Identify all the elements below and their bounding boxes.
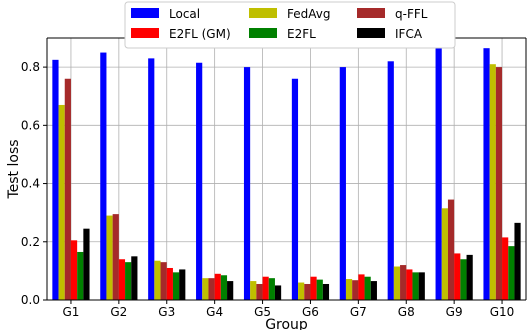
- legend: Local FedAvg q-FFL E2FL (GM) E2FL IFCA: [124, 1, 456, 49]
- bar-local-g6: [291, 78, 299, 300]
- legend-swatch-e2fl-gm-: [131, 28, 159, 38]
- bar-e2fl-g2: [125, 262, 132, 300]
- y-tick-label: 0.0: [21, 293, 40, 307]
- bar-e2fl-gm--g8: [406, 269, 413, 300]
- bar-e2fl-gm--g4: [214, 273, 221, 300]
- y-tick-label: 0.2: [21, 235, 40, 249]
- bar-e2fl-g8: [412, 272, 419, 300]
- bar-ifca-g9: [466, 254, 473, 300]
- bar-fedavg-g10: [489, 64, 496, 300]
- legend-label-local: Local: [169, 7, 200, 21]
- x-tick-label-g3: G3: [158, 305, 175, 319]
- bar-fedavg-g2: [106, 215, 113, 300]
- bar-q-ffl-g9: [447, 199, 455, 300]
- bar-fedavg-g7: [345, 279, 353, 300]
- bar-q-ffl-g4: [208, 278, 215, 300]
- legend-swatch-e2fl: [249, 28, 277, 38]
- bar-e2fl-g1: [77, 251, 84, 300]
- bar-ifca-g2: [131, 256, 138, 300]
- bar-ifca-g10: [514, 222, 521, 300]
- x-tick-label-g10: G10: [490, 305, 515, 319]
- bar-ifca-g7: [370, 281, 377, 300]
- bar-q-ffl-g8: [400, 265, 407, 300]
- bar-e2fl-g7: [364, 276, 371, 300]
- x-tick-label-g7: G7: [350, 305, 367, 319]
- y-axis-title: Test loss: [6, 139, 22, 199]
- bar-ifca-g1: [83, 228, 90, 300]
- bar-q-ffl-g1: [64, 78, 71, 300]
- bar-e2fl-g9: [460, 259, 467, 300]
- bar-e2fl-g3: [172, 272, 180, 300]
- bar-q-ffl-g2: [112, 214, 119, 300]
- legend-swatch-ifca: [357, 28, 385, 38]
- bar-e2fl-gm--g2: [118, 259, 126, 300]
- bar-local-g4: [196, 62, 203, 300]
- bar-q-ffl-g5: [256, 283, 263, 300]
- legend-label-fedavg: FedAvg: [287, 7, 330, 21]
- bar-local-g5: [243, 67, 251, 300]
- bar-ifca-g5: [274, 285, 282, 300]
- bar-local-g10: [483, 48, 490, 300]
- bar-q-ffl-g10: [495, 67, 503, 300]
- legend-swatch-local: [131, 8, 159, 18]
- bar-fedavg-g9: [441, 208, 448, 300]
- bar-e2fl-gm--g5: [262, 276, 269, 300]
- legend-label-ifca: IFCA: [395, 27, 423, 41]
- x-tick-label-g4: G4: [206, 305, 223, 319]
- legend-label-e2fl-gm-: E2FL (GM): [169, 27, 231, 41]
- bar-local-g7: [339, 67, 346, 300]
- x-tick-label-g8: G8: [398, 305, 415, 319]
- legend-swatch-q-ffl: [357, 8, 385, 18]
- bar-q-ffl-g3: [160, 262, 167, 300]
- y-ticks: 0.0 0.2 0.4 0.6 0.8: [21, 60, 47, 307]
- bar-e2fl-gm--g1: [70, 240, 78, 300]
- bar-local-g3: [148, 58, 155, 300]
- bar-fedavg-g3: [154, 260, 161, 300]
- bar-e2fl-g6: [316, 279, 323, 300]
- x-tick-label-g6: G6: [302, 305, 319, 319]
- legend-label-q-ffl: q-FFL: [395, 7, 428, 21]
- bar-ifca-g8: [418, 272, 425, 300]
- y-tick-label: 0.6: [21, 118, 40, 132]
- bar-local-g1: [52, 59, 59, 301]
- bar-fedavg-g6: [298, 282, 305, 300]
- bars: [52, 48, 521, 301]
- bar-local-g9: [435, 48, 442, 300]
- bar-e2fl-gm--g7: [358, 274, 365, 300]
- bar-q-ffl-g7: [352, 280, 359, 300]
- x-tick-label-g5: G5: [254, 305, 271, 319]
- bar-ifca-g6: [322, 283, 330, 300]
- y-tick-label: 0.8: [21, 60, 40, 74]
- bar-fedavg-g8: [393, 266, 401, 300]
- x-ticks: G1 G2 G3 G4 G5 G6 G7 G8 G9 G10: [62, 300, 514, 319]
- bar-e2fl-gm--g3: [166, 267, 173, 300]
- bar-e2fl-gm--g10: [502, 237, 509, 300]
- bar-e2fl-g4: [220, 275, 228, 300]
- bar-e2fl-g10: [508, 246, 515, 300]
- bar-ifca-g3: [179, 269, 186, 300]
- bar-fedavg-g1: [58, 104, 65, 300]
- legend-swatch-fedavg: [249, 8, 277, 18]
- bar-q-ffl-g6: [304, 283, 311, 300]
- legend-label-e2fl: E2FL: [287, 27, 316, 41]
- x-tick-label-g9: G9: [446, 305, 463, 319]
- bar-fedavg-g4: [202, 278, 209, 300]
- x-tick-label-g1: G1: [62, 305, 79, 319]
- x-axis-title: Group: [265, 317, 308, 330]
- bar-ifca-g4: [227, 281, 234, 300]
- bar-e2fl-gm--g9: [454, 253, 461, 300]
- x-tick-label-g2: G2: [110, 305, 127, 319]
- bar-fedavg-g5: [250, 281, 257, 300]
- y-tick-label: 0.4: [21, 177, 40, 191]
- bar-e2fl-g5: [268, 278, 275, 300]
- bar-local-g8: [387, 61, 394, 301]
- bar-e2fl-gm--g6: [310, 276, 317, 300]
- bar-local-g2: [100, 52, 107, 300]
